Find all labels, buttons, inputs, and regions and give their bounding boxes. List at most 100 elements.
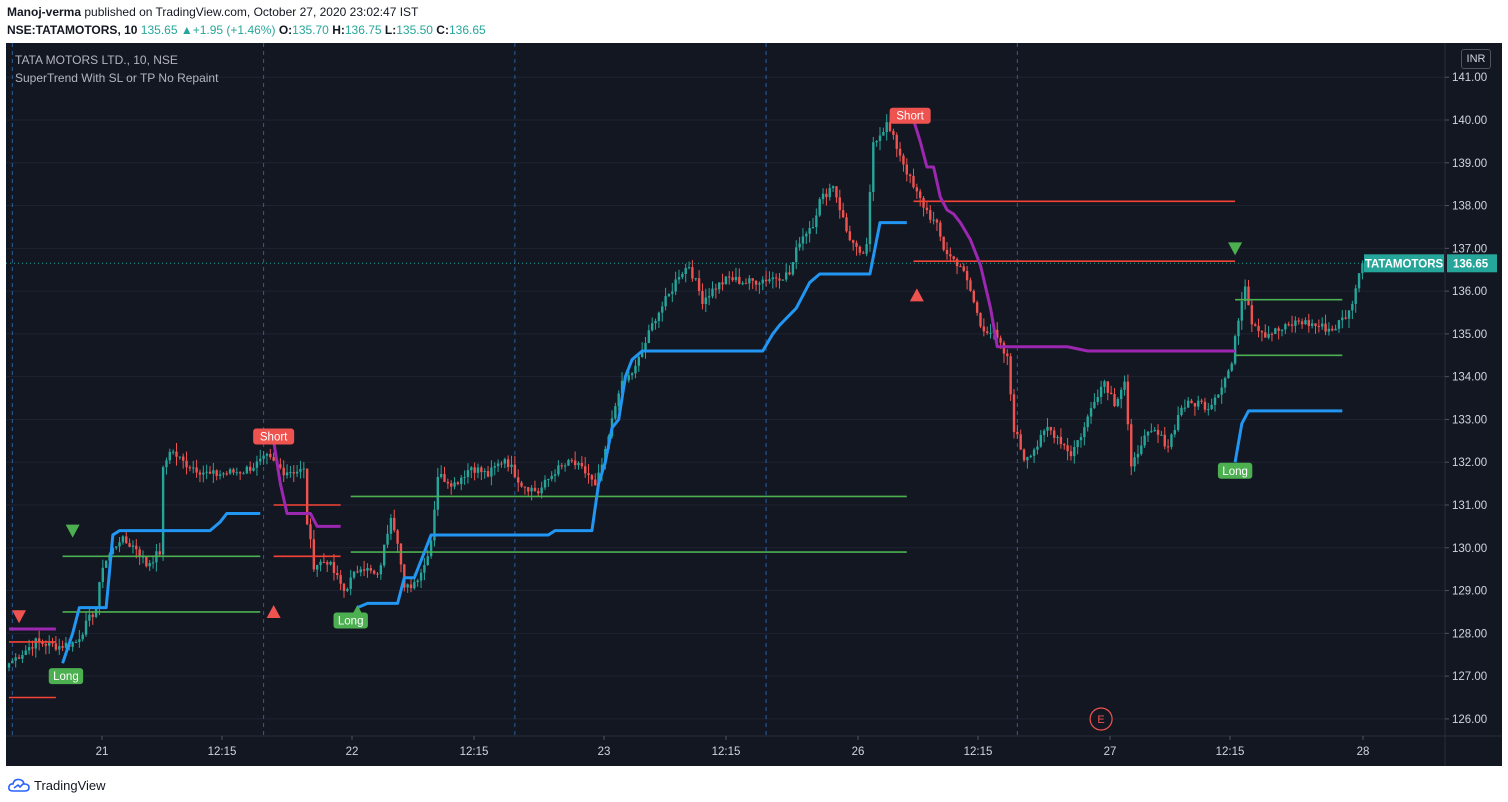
indicator-legend[interactable]: SuperTrend With SL or TP No Repaint <box>15 71 219 85</box>
candle-body <box>711 288 714 297</box>
candle-body <box>460 477 463 485</box>
signal-triangle-down-icon <box>12 610 27 624</box>
candle-body <box>352 571 356 578</box>
price-change: +1.95 (+1.46%) <box>192 23 276 37</box>
price-tick-label: 141.00 <box>1452 72 1487 84</box>
candle-body <box>228 469 232 474</box>
candle-body <box>1230 363 1233 371</box>
candle-body <box>761 279 764 284</box>
candle-body <box>1143 435 1146 446</box>
candle-body <box>41 641 44 644</box>
candle-body <box>496 463 500 467</box>
candle-body <box>1032 449 1036 456</box>
candle-body <box>570 460 573 462</box>
candle-body <box>406 584 409 588</box>
candle-body <box>671 291 674 294</box>
currency-button[interactable]: INR <box>1461 49 1491 69</box>
candle-body <box>326 562 329 565</box>
candle-body <box>279 464 282 468</box>
candle-body <box>647 330 651 343</box>
candle-body <box>677 277 681 280</box>
candle-body <box>862 252 865 254</box>
candle-body <box>1207 409 1210 411</box>
candle-body <box>795 247 798 263</box>
candle-body <box>999 337 1002 343</box>
candle-body <box>825 193 828 198</box>
candle-body <box>403 564 406 588</box>
candle-body <box>158 551 161 555</box>
candle-body <box>1099 386 1103 398</box>
candle-body <box>654 320 657 324</box>
candle-body <box>98 581 101 609</box>
price-tick-label: 137.00 <box>1452 243 1487 255</box>
candle-body <box>383 544 386 566</box>
candle-body <box>748 278 751 284</box>
candle-body <box>486 471 490 477</box>
signal-label: Long <box>1222 466 1248 478</box>
candle-body <box>868 192 872 245</box>
candle-body <box>540 487 543 494</box>
candle-body <box>898 148 902 156</box>
candle-body <box>339 575 342 584</box>
candle-body <box>34 638 37 649</box>
candle-body <box>490 467 493 477</box>
candle-body <box>1304 320 1307 325</box>
candle-body <box>1042 430 1046 435</box>
candle-body <box>1093 401 1096 409</box>
candle-body <box>235 472 238 474</box>
candle-body <box>1287 324 1290 326</box>
candle-body <box>553 474 557 476</box>
candle-body <box>1136 453 1140 458</box>
author-name[interactable]: Manoj-verma <box>7 5 82 19</box>
candle-body <box>1086 416 1089 428</box>
candle-body <box>858 246 862 253</box>
candle-body <box>661 306 664 313</box>
candle-body <box>801 236 805 244</box>
candle-body <box>771 277 774 280</box>
candle-body <box>764 279 768 282</box>
candle-body <box>1029 455 1032 458</box>
candle-body <box>969 280 972 291</box>
candle-body <box>1357 273 1361 289</box>
candle-body <box>818 199 821 216</box>
candle-body <box>731 277 734 281</box>
candle-body <box>1203 401 1207 410</box>
candle-body <box>975 302 979 313</box>
candle-body <box>1183 407 1187 409</box>
candle-body <box>580 462 584 467</box>
candle-body <box>952 256 955 260</box>
candle-body <box>1193 403 1197 407</box>
time-tick-label: 12:15 <box>964 746 993 758</box>
candle-body <box>463 477 466 479</box>
price-chart[interactable]: Long Short Long Short Long E 126.00 127.00 128.0… <box>6 43 1502 766</box>
candle-body <box>1166 446 1170 448</box>
candle-body <box>1140 445 1143 454</box>
candle-body <box>908 174 912 176</box>
candle-body <box>118 542 121 547</box>
candle-body <box>986 331 989 333</box>
candle-body <box>781 279 785 281</box>
candle-body <box>295 471 299 474</box>
candle-body <box>694 278 697 280</box>
candle-body <box>453 482 456 487</box>
tradingview-logo[interactable]: TradingView <box>8 776 106 794</box>
candle-body <box>252 467 255 471</box>
candle-body <box>664 296 667 307</box>
candle-body <box>922 197 925 208</box>
candle-body <box>81 634 84 640</box>
candle-body <box>1156 429 1160 435</box>
close-value: 136.65 <box>448 23 486 37</box>
symbol-name[interactable]: NSE:TATAMOTORS, 10 <box>7 23 138 37</box>
chart-area[interactable]: Long Short Long Short Long E 126.00 127.00 128.0… <box>6 43 1502 766</box>
candle-body <box>1233 336 1237 364</box>
high-label: H: <box>332 23 345 37</box>
candle-body <box>778 278 781 281</box>
candle-body <box>1036 446 1039 450</box>
candle-body <box>1300 321 1304 325</box>
signal-triangle-down-icon <box>65 524 80 538</box>
candle-body <box>503 459 506 464</box>
candle-body <box>785 272 788 280</box>
candle-body <box>667 293 671 297</box>
candle-body <box>533 487 537 492</box>
candle-body <box>697 278 701 291</box>
